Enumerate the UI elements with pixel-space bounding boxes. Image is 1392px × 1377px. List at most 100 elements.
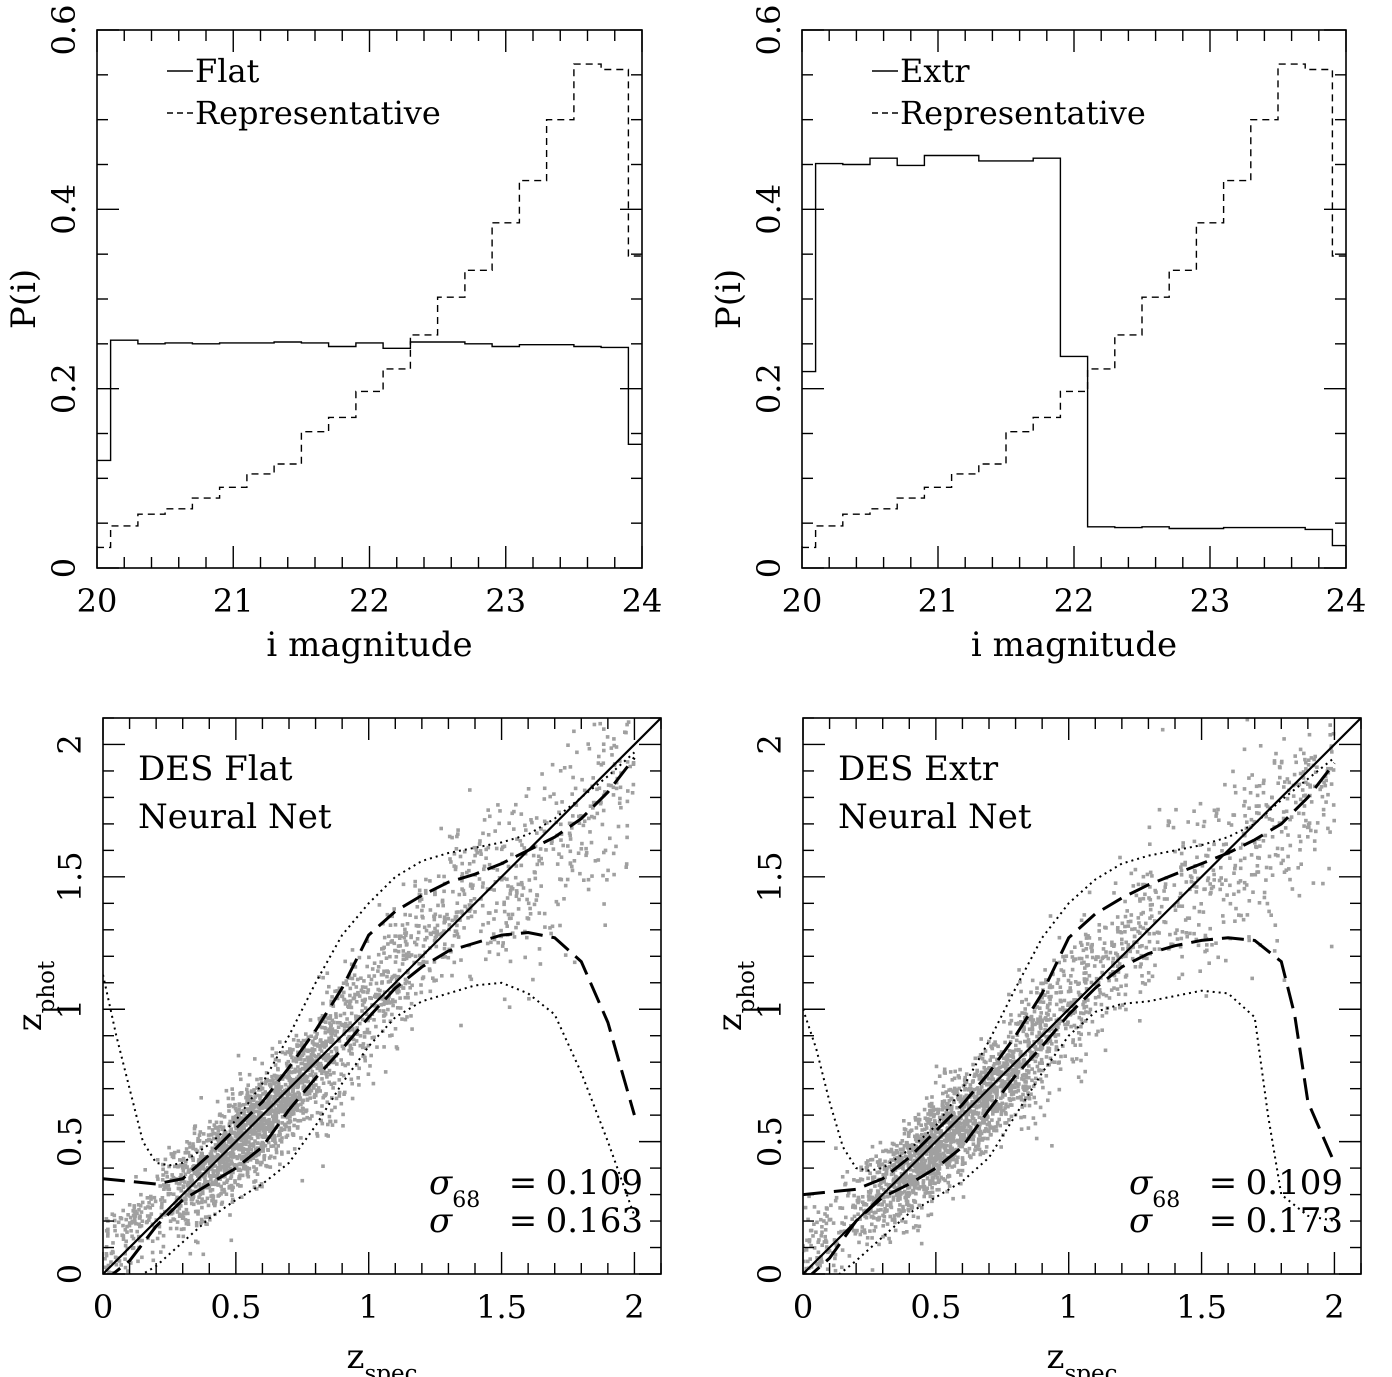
scatter-point	[879, 1186, 883, 1190]
scatter-point	[172, 1150, 177, 1155]
scatter-point	[1247, 776, 1251, 780]
line-identity	[103, 718, 661, 1274]
scatter-point	[313, 1100, 318, 1104]
scatter-point	[398, 996, 402, 1000]
scatter-point	[556, 902, 560, 907]
scatter-point	[1175, 937, 1180, 941]
scatter-point	[433, 912, 438, 917]
scatter-point	[269, 1144, 273, 1148]
scatter-point	[870, 1236, 874, 1240]
scatter-point	[478, 839, 482, 843]
scatter-point	[450, 943, 455, 948]
scatter-point	[217, 1165, 221, 1170]
scatter-point	[104, 1245, 109, 1249]
scatter-point	[937, 1156, 942, 1160]
scatter-point	[308, 1073, 313, 1077]
scatter-point	[325, 1075, 329, 1079]
y-tick-label: 1.5	[51, 851, 89, 902]
scatter-point	[881, 1234, 885, 1239]
scatter-point	[381, 1002, 386, 1007]
scatter-point	[403, 977, 408, 982]
scatter-point	[207, 1138, 211, 1142]
scatter-point	[1022, 1058, 1026, 1062]
scatter-point	[1056, 1019, 1060, 1024]
scatter-point	[991, 1108, 995, 1113]
scatter-point	[1233, 790, 1238, 795]
scatter-point	[236, 1182, 240, 1187]
scatter-point	[981, 1052, 985, 1057]
scatter-point	[942, 1099, 947, 1103]
scatter-point	[440, 900, 445, 904]
scatter-point	[203, 1181, 207, 1186]
scatter-point	[230, 1092, 235, 1096]
scatter-point	[946, 1106, 951, 1110]
scatter-point	[1085, 954, 1089, 959]
scatter-point	[930, 1132, 934, 1137]
scatter-point	[273, 1057, 278, 1062]
scatter-point	[261, 1129, 265, 1133]
scatter-point	[183, 1180, 187, 1184]
scatter-point	[1090, 1019, 1095, 1024]
scatter-point	[125, 1230, 129, 1234]
scatter-point	[292, 1111, 296, 1116]
scatter-point	[1124, 940, 1128, 945]
scatter-point	[379, 996, 383, 1001]
scatter-point	[259, 1077, 263, 1081]
scatter-point	[1328, 733, 1332, 737]
scatter-point	[628, 764, 632, 769]
scatter-point	[926, 1112, 930, 1116]
scatter-point	[932, 1114, 936, 1119]
scatter-point	[914, 1224, 918, 1228]
scatter-point	[304, 1077, 308, 1081]
scatter-point	[859, 1206, 863, 1211]
scatter-point	[1233, 866, 1237, 871]
scatter-point	[268, 1127, 273, 1131]
scatter-point	[168, 1192, 172, 1196]
scatter-point	[912, 1158, 917, 1163]
scatter-point	[1010, 1103, 1014, 1107]
scatter-point	[1034, 1136, 1039, 1141]
scatter-point	[401, 986, 405, 990]
scatter-point	[936, 1110, 941, 1114]
scatter-point	[330, 1038, 335, 1042]
scatter-point	[550, 839, 554, 844]
scatter-point	[311, 1086, 316, 1090]
scatter-point	[390, 1033, 394, 1037]
scatter-point	[1205, 878, 1210, 883]
scatter-point	[343, 1090, 347, 1095]
scatter-point	[330, 995, 334, 999]
scatter-point	[916, 1215, 920, 1220]
scatter-point	[596, 761, 601, 765]
scatter-point	[964, 1116, 969, 1120]
scatter-point	[1198, 843, 1203, 847]
scatter-point	[283, 1075, 287, 1079]
scatter-point	[393, 1027, 398, 1031]
scatter-point	[917, 1224, 922, 1229]
scatter-point	[319, 1118, 323, 1123]
scatter-point	[931, 1165, 936, 1169]
scatter-point	[1101, 964, 1105, 968]
scatter-point	[1275, 846, 1280, 851]
scatter-point	[366, 988, 371, 992]
scatter-point	[1027, 1048, 1032, 1053]
scatter-point	[212, 1123, 217, 1127]
scatter-point	[526, 917, 531, 921]
scatter-point	[1242, 803, 1246, 808]
scatter-point	[1072, 1023, 1077, 1028]
scatter-point	[930, 1095, 934, 1099]
scatter-point	[1000, 1095, 1005, 1099]
scatter-point	[333, 1105, 337, 1110]
scatter-point	[310, 1114, 314, 1118]
scatter-point	[1050, 1144, 1054, 1148]
scatter-point	[379, 973, 384, 977]
scatter-point	[209, 1194, 214, 1199]
scatter-point	[179, 1204, 183, 1208]
scatter-point	[1096, 955, 1100, 959]
scatter-point	[1070, 1057, 1074, 1062]
scatter-point	[150, 1239, 155, 1243]
scatter-point	[999, 1050, 1004, 1054]
scatter-point	[388, 1019, 393, 1023]
scatter-point	[1234, 906, 1238, 911]
scatter-point	[220, 1145, 225, 1149]
scatter-point	[200, 1152, 204, 1156]
